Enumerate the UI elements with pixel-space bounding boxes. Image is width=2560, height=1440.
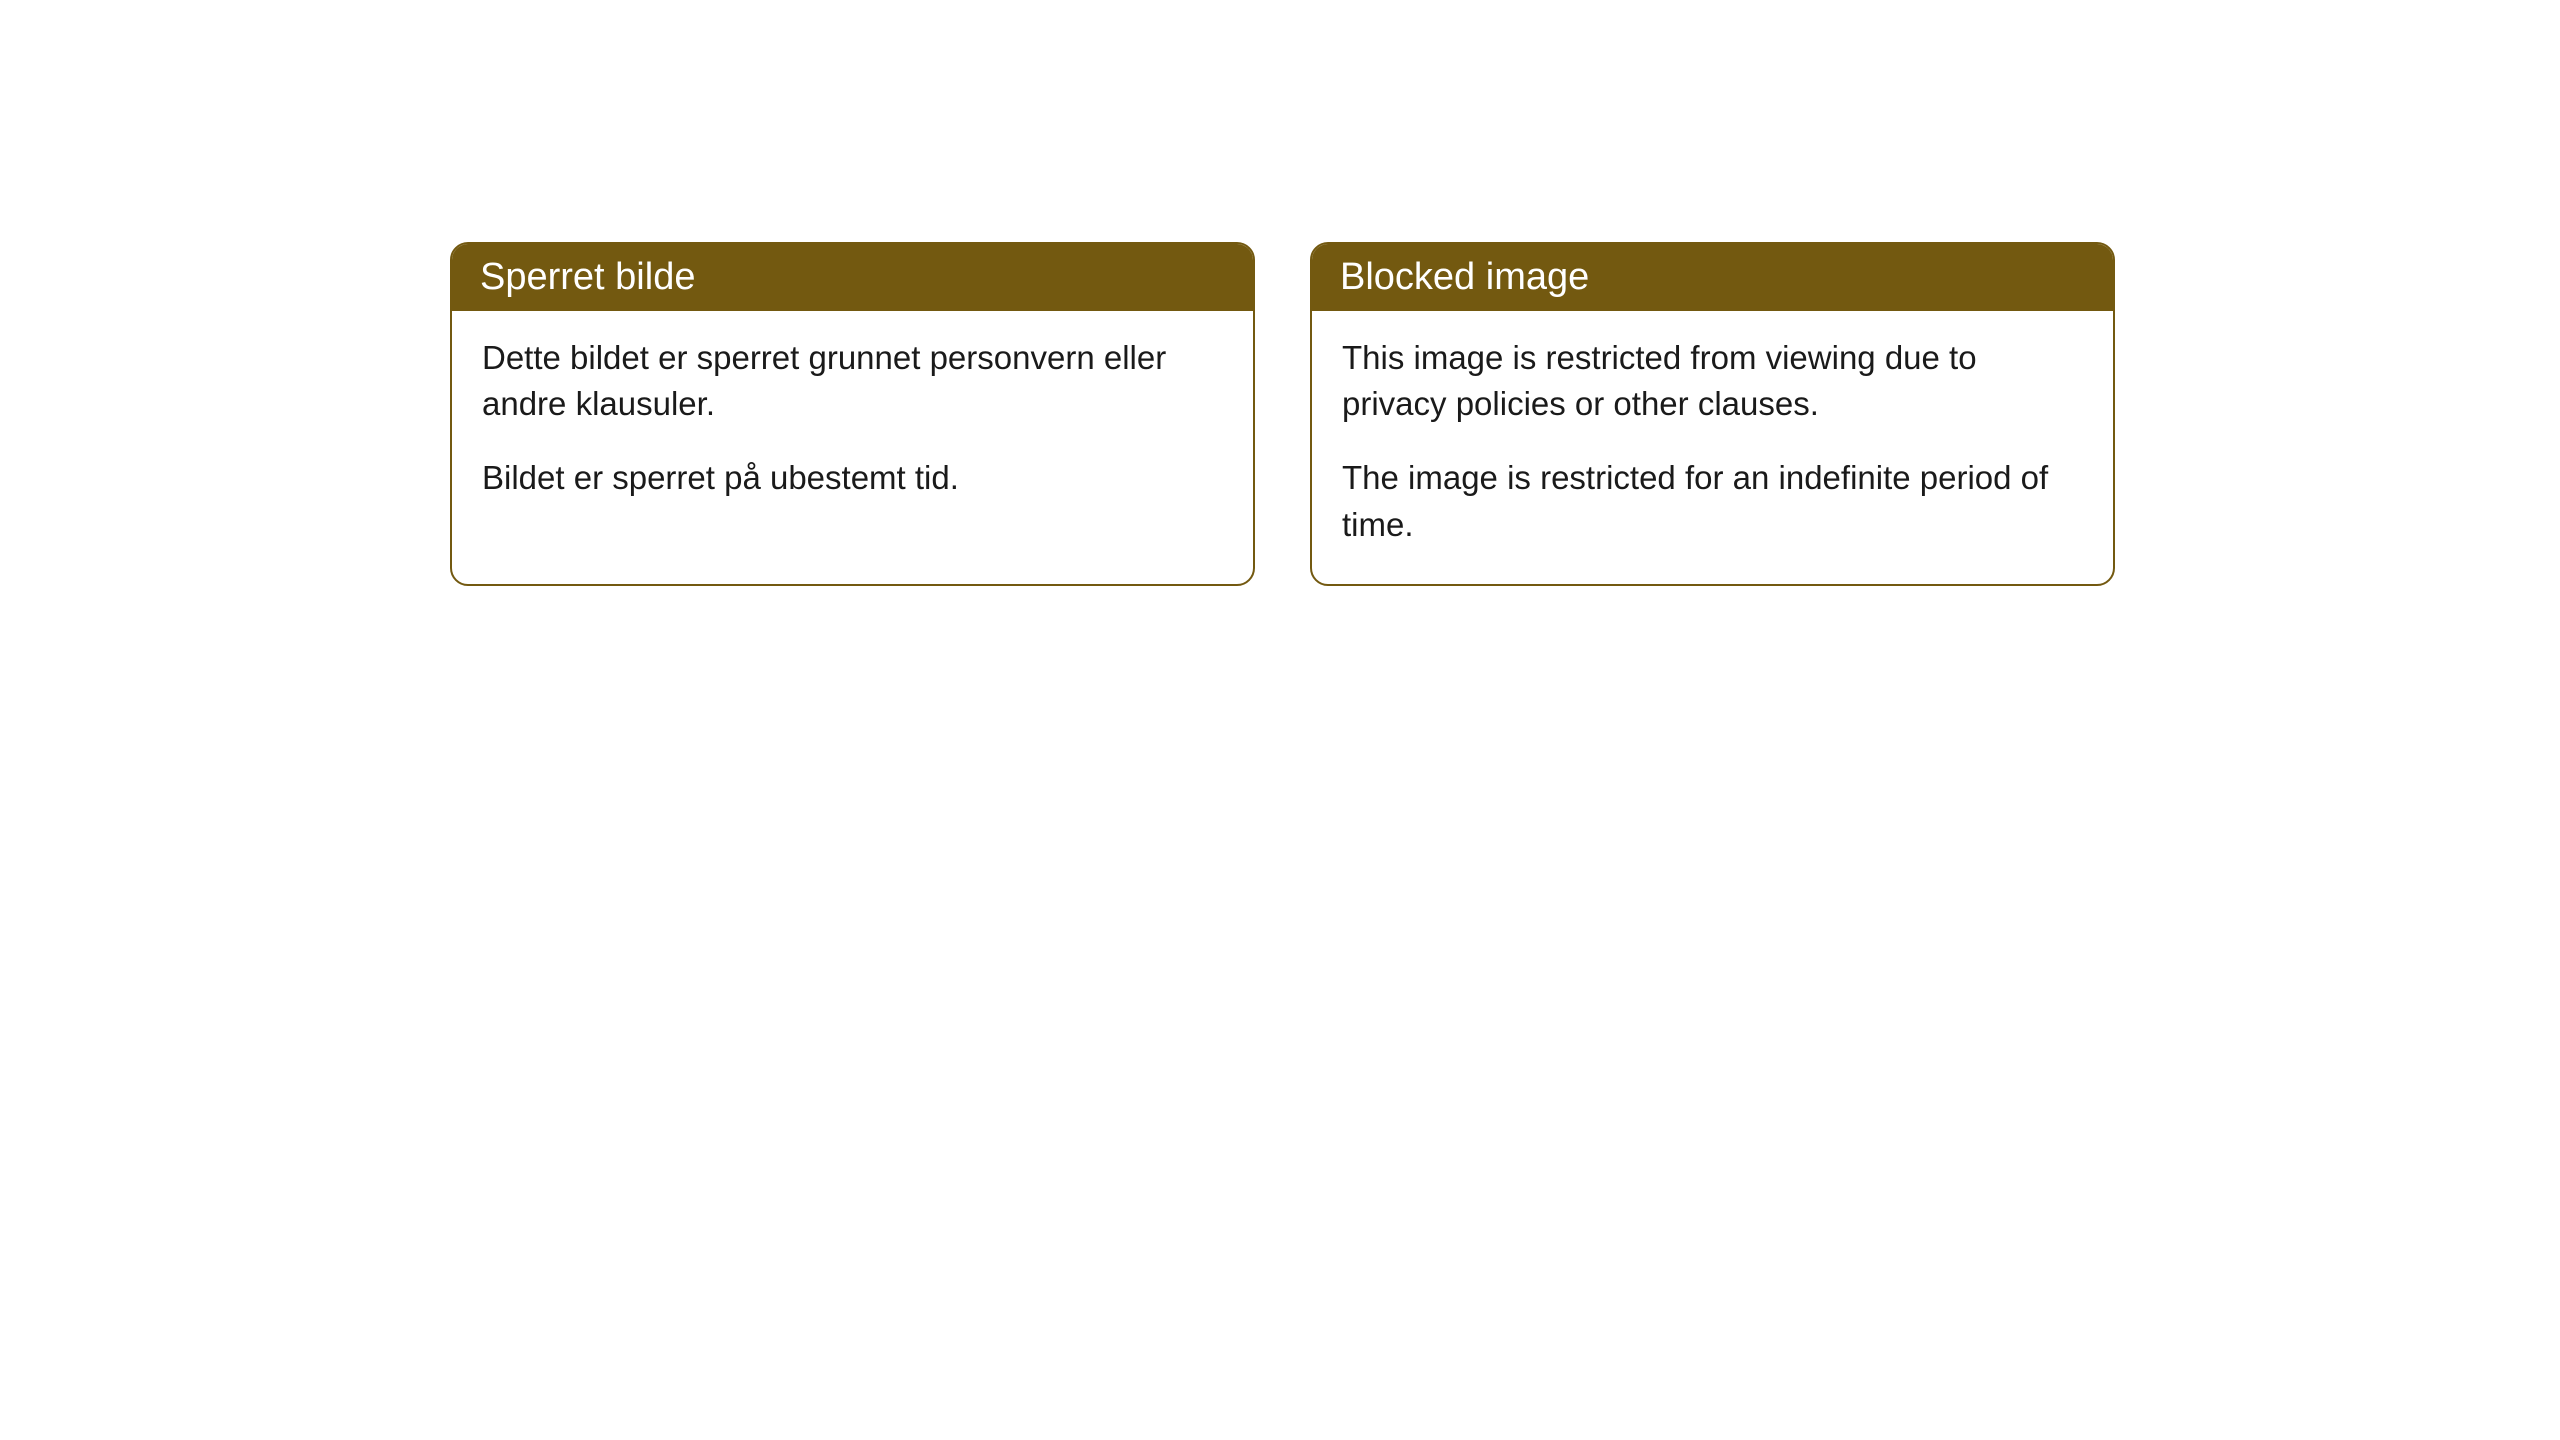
- card-header-norwegian: Sperret bilde: [452, 244, 1253, 311]
- card-paragraph-1: This image is restricted from viewing du…: [1342, 335, 2083, 427]
- card-paragraph-2: Bildet er sperret på ubestemt tid.: [482, 455, 1223, 501]
- card-english: Blocked image This image is restricted f…: [1310, 242, 2115, 586]
- card-body-english: This image is restricted from viewing du…: [1312, 311, 2113, 584]
- cards-container: Sperret bilde Dette bildet er sperret gr…: [450, 242, 2115, 586]
- card-title: Sperret bilde: [480, 256, 695, 298]
- card-body-norwegian: Dette bildet er sperret grunnet personve…: [452, 311, 1253, 538]
- card-header-english: Blocked image: [1312, 244, 2113, 311]
- card-title: Blocked image: [1340, 256, 1589, 298]
- card-paragraph-2: The image is restricted for an indefinit…: [1342, 455, 2083, 547]
- card-paragraph-1: Dette bildet er sperret grunnet personve…: [482, 335, 1223, 427]
- card-norwegian: Sperret bilde Dette bildet er sperret gr…: [450, 242, 1255, 586]
